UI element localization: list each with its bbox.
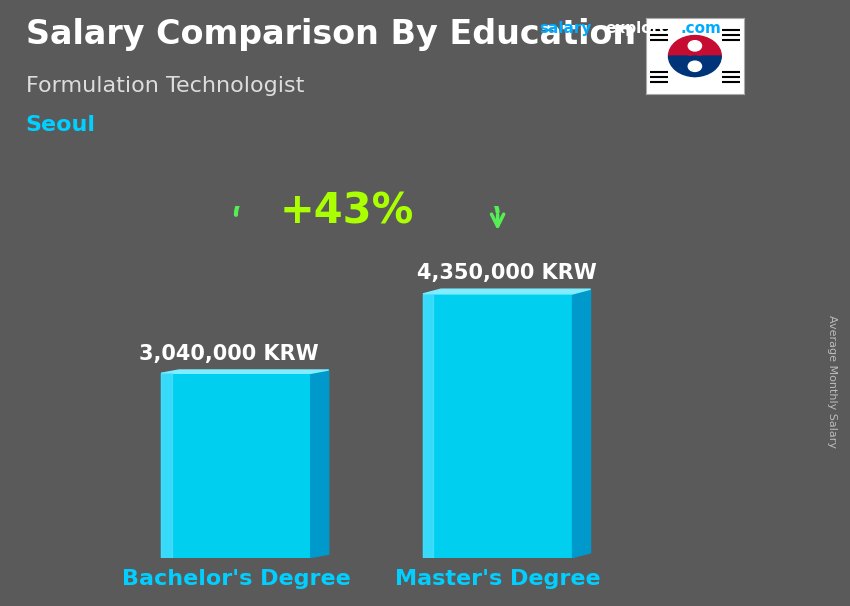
Polygon shape xyxy=(311,370,329,558)
Circle shape xyxy=(682,56,708,76)
Wedge shape xyxy=(668,56,722,76)
Text: +43%: +43% xyxy=(280,191,415,233)
Text: 3,040,000 KRW: 3,040,000 KRW xyxy=(139,344,318,364)
Polygon shape xyxy=(162,370,329,373)
Text: Salary Comparison By Education: Salary Comparison By Education xyxy=(26,18,636,51)
Polygon shape xyxy=(162,373,311,558)
Text: explorer: explorer xyxy=(605,21,677,36)
Circle shape xyxy=(682,36,708,56)
Text: Formulation Technologist: Formulation Technologist xyxy=(26,76,304,96)
Polygon shape xyxy=(573,289,591,558)
Wedge shape xyxy=(668,36,722,56)
Text: 4,350,000 KRW: 4,350,000 KRW xyxy=(416,264,597,284)
Text: salary: salary xyxy=(540,21,592,36)
Polygon shape xyxy=(423,294,573,558)
Circle shape xyxy=(688,41,701,51)
Polygon shape xyxy=(423,289,591,294)
Text: .com: .com xyxy=(680,21,721,36)
Circle shape xyxy=(688,61,701,72)
Text: Average Monthly Salary: Average Monthly Salary xyxy=(827,315,837,448)
Polygon shape xyxy=(423,294,434,558)
Polygon shape xyxy=(162,373,172,558)
Text: Seoul: Seoul xyxy=(26,115,95,135)
